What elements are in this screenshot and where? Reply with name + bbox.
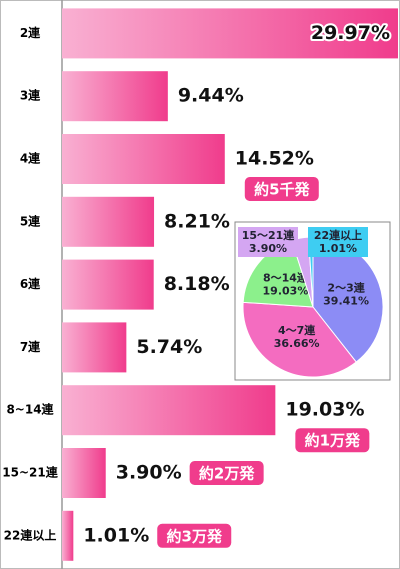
pie-category: 15〜21連: [242, 228, 296, 242]
category-label: 7連: [20, 339, 41, 354]
annotation: 約2万発: [199, 465, 255, 483]
value-label: 1.01%: [83, 524, 149, 546]
category-label: 8~14連: [6, 402, 54, 417]
bar: [62, 385, 276, 436]
pie-value-label: 19.03%: [263, 284, 309, 297]
annotation-badge: [295, 428, 370, 453]
category-label: 4連: [20, 151, 41, 166]
pie-category: 8〜14連: [263, 270, 309, 284]
pie-label: 22連以上 1.01%: [314, 228, 362, 255]
annotation: 約1万発: [305, 432, 361, 450]
pie-label: 8〜14連 19.03%: [263, 270, 309, 297]
value-label: 9.44%: [178, 85, 244, 107]
annotation: 約3万発: [167, 527, 223, 545]
annotation-badge: [189, 461, 264, 485]
bar: [62, 448, 106, 498]
pie-value-label: 1.01%: [319, 242, 357, 255]
bar: [62, 510, 74, 561]
bar: [62, 322, 127, 373]
pie-slice: [242, 301, 357, 378]
value-label: 19.03%: [285, 399, 364, 421]
bar: [62, 134, 225, 184]
annotation-badge: [157, 523, 232, 548]
bar: [62, 8, 398, 59]
value-label: 14.52%: [235, 148, 314, 170]
pie-value-label: 39.41%: [323, 295, 369, 308]
category-label: 5連: [20, 213, 41, 228]
value-label: 3.90%: [116, 462, 182, 484]
pie-label: 2〜3連 39.41%: [323, 281, 369, 308]
value-label: 29.97%: [311, 22, 390, 44]
pie-label: 4〜7連 36.66%: [274, 323, 320, 350]
category-label: 22連以上: [4, 527, 57, 542]
pie-category: 2〜3連: [327, 281, 365, 295]
pie-value-label: 3.90%: [249, 242, 287, 255]
pie-category: 22連以上: [314, 228, 362, 242]
pie-value-label: 36.66%: [274, 337, 320, 350]
pie-label-badge: [238, 227, 298, 257]
bar: [62, 196, 155, 247]
pie-label: 15〜21連 3.90%: [242, 228, 296, 255]
category-label: 6連: [20, 276, 41, 291]
bar: [62, 71, 168, 122]
bar: [62, 259, 154, 310]
value-label: 5.74%: [136, 336, 202, 358]
pie-category: 4〜7連: [278, 323, 316, 337]
value-label: 8.21%: [164, 210, 230, 232]
annotation-badge: [244, 177, 319, 201]
category-label: 15~21連: [2, 465, 58, 480]
annotation: 約5千発: [254, 181, 310, 199]
category-label: 3連: [20, 88, 41, 103]
category-label: 2連: [20, 25, 41, 40]
pie-label-badge: [308, 227, 368, 257]
value-label: 8.18%: [164, 273, 230, 295]
